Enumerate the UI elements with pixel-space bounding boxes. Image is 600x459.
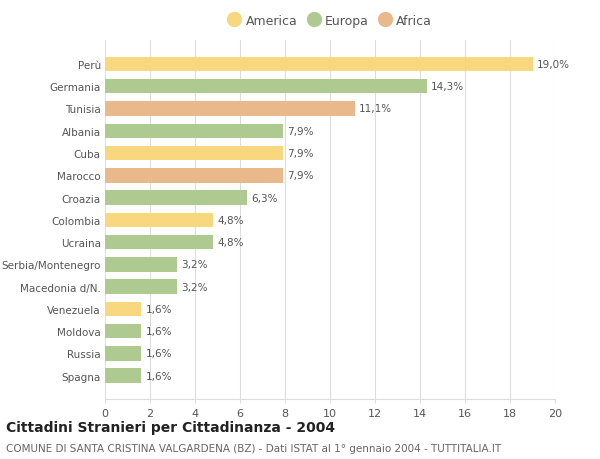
Bar — [105, 124, 283, 139]
Legend: America, Europa, Africa: America, Europa, Africa — [228, 15, 432, 28]
Text: 19,0%: 19,0% — [537, 60, 570, 70]
Text: Cittadini Stranieri per Cittadinanza - 2004: Cittadini Stranieri per Cittadinanza - 2… — [6, 420, 335, 434]
Text: 4,8%: 4,8% — [218, 215, 244, 225]
Bar — [105, 57, 533, 72]
Text: 11,1%: 11,1% — [359, 104, 392, 114]
Text: 7,9%: 7,9% — [287, 171, 314, 181]
Text: 1,6%: 1,6% — [146, 371, 172, 381]
Bar — [105, 302, 141, 316]
Bar — [105, 146, 283, 161]
Text: 1,6%: 1,6% — [146, 349, 172, 358]
Bar — [105, 257, 177, 272]
Bar — [105, 347, 141, 361]
Bar — [105, 235, 213, 250]
Bar — [105, 191, 247, 205]
Text: 1,6%: 1,6% — [146, 326, 172, 336]
Text: 14,3%: 14,3% — [431, 82, 464, 92]
Bar — [105, 280, 177, 294]
Bar — [105, 168, 283, 183]
Bar — [105, 324, 141, 339]
Bar — [105, 80, 427, 94]
Text: 3,2%: 3,2% — [182, 260, 208, 270]
Text: 4,8%: 4,8% — [218, 238, 244, 247]
Text: 7,9%: 7,9% — [287, 149, 314, 159]
Text: 3,2%: 3,2% — [182, 282, 208, 292]
Bar — [105, 369, 141, 383]
Text: COMUNE DI SANTA CRISTINA VALGARDENA (BZ) - Dati ISTAT al 1° gennaio 2004 - TUTTI: COMUNE DI SANTA CRISTINA VALGARDENA (BZ)… — [6, 443, 501, 453]
Bar — [105, 213, 213, 228]
Text: 7,9%: 7,9% — [287, 127, 314, 136]
Bar — [105, 102, 355, 117]
Text: 6,3%: 6,3% — [251, 193, 278, 203]
Text: 1,6%: 1,6% — [146, 304, 172, 314]
